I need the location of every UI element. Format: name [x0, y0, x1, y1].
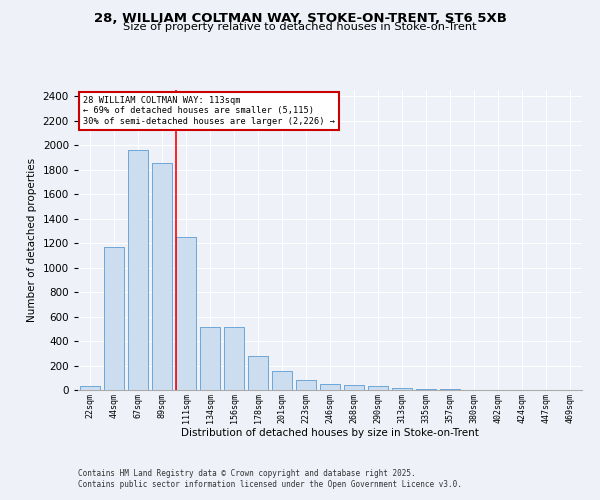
Text: 28, WILLIAM COLTMAN WAY, STOKE-ON-TRENT, ST6 5XB: 28, WILLIAM COLTMAN WAY, STOKE-ON-TRENT,…	[94, 12, 506, 26]
Bar	[344, 385, 364, 390]
Bar	[272, 371, 292, 390]
Bar	[224, 327, 244, 390]
Bar	[248, 356, 268, 390]
Bar	[176, 237, 196, 390]
Bar	[128, 150, 148, 390]
Bar	[368, 386, 388, 390]
Text: Contains HM Land Registry data © Crown copyright and database right 2025.: Contains HM Land Registry data © Crown c…	[78, 468, 416, 477]
Bar	[416, 389, 436, 390]
Bar	[392, 388, 412, 390]
Bar	[200, 327, 220, 390]
Bar	[296, 380, 316, 390]
Bar	[104, 246, 124, 390]
Bar	[152, 164, 172, 390]
Bar	[320, 384, 340, 390]
Text: Size of property relative to detached houses in Stoke-on-Trent: Size of property relative to detached ho…	[123, 22, 477, 32]
Bar	[80, 386, 100, 390]
Y-axis label: Number of detached properties: Number of detached properties	[27, 158, 37, 322]
X-axis label: Distribution of detached houses by size in Stoke-on-Trent: Distribution of detached houses by size …	[181, 428, 479, 438]
Text: Contains public sector information licensed under the Open Government Licence v3: Contains public sector information licen…	[78, 480, 462, 489]
Text: 28 WILLIAM COLTMAN WAY: 113sqm
← 69% of detached houses are smaller (5,115)
30% : 28 WILLIAM COLTMAN WAY: 113sqm ← 69% of …	[83, 96, 335, 126]
